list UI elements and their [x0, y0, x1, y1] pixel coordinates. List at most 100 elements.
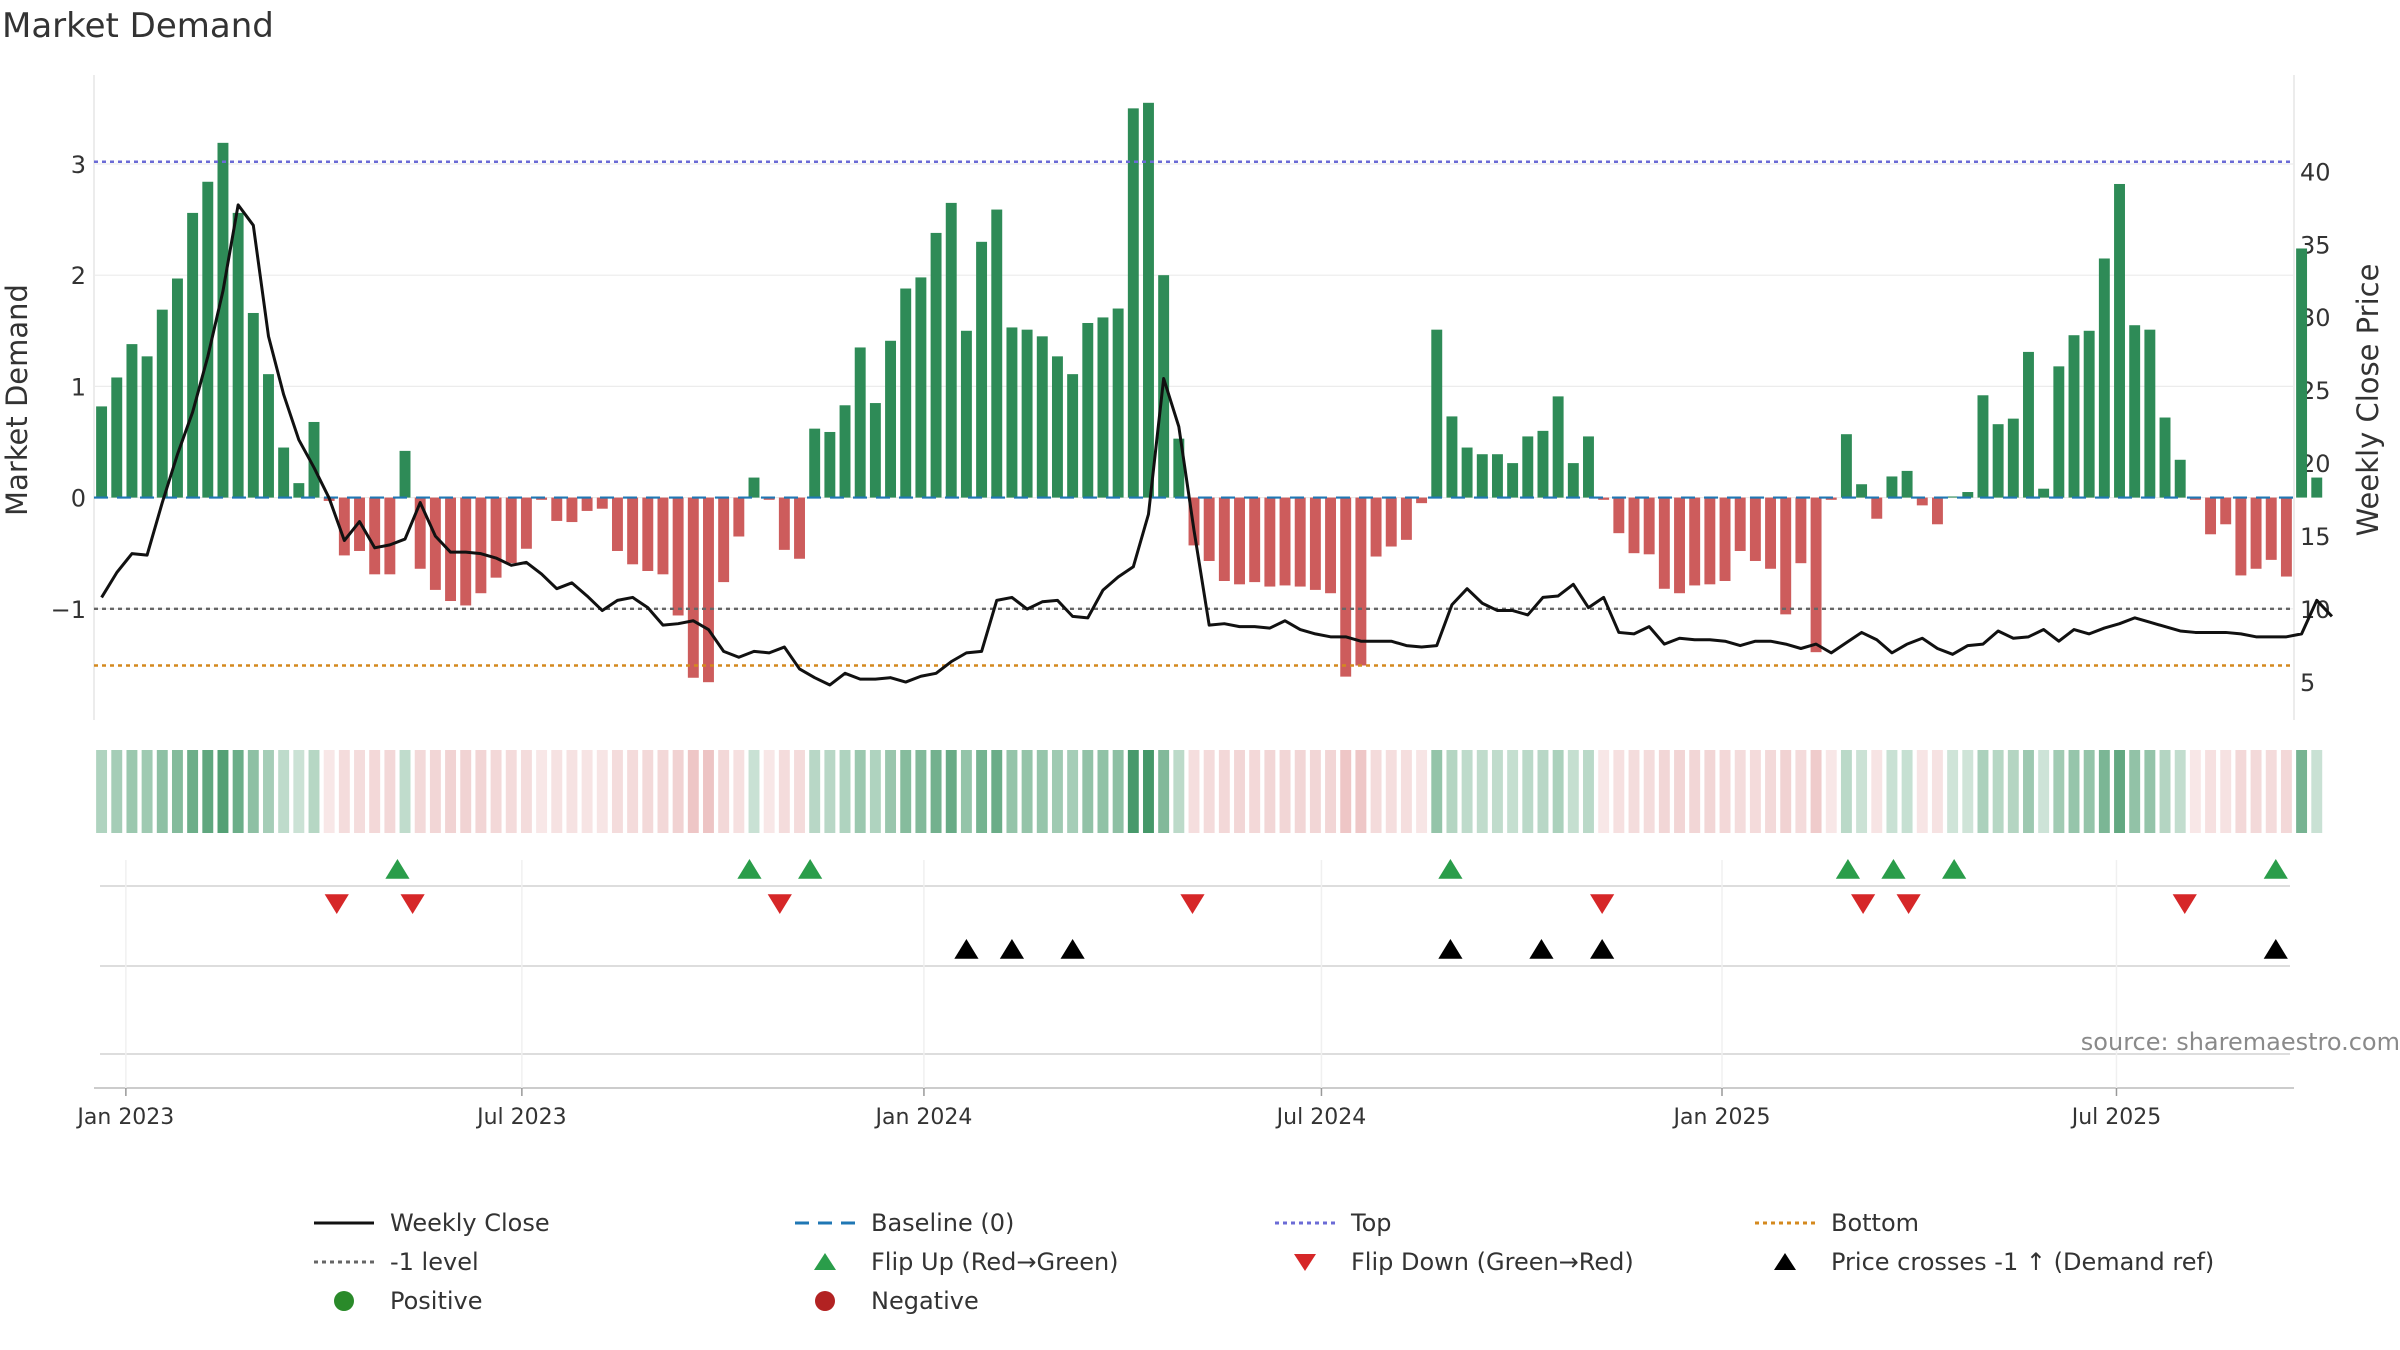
flip-down-marker [1896, 894, 1921, 914]
negative-bar [1325, 497, 1337, 594]
flip-down-marker [1590, 894, 1615, 914]
negative-bar [1825, 497, 1837, 500]
positive-bar [1522, 436, 1534, 498]
positive-bar [1476, 454, 1488, 498]
heat-strip-cell [2174, 750, 2186, 833]
heat-strip-cell [930, 750, 942, 833]
positive-bar [976, 241, 988, 498]
heat-strip-cell [520, 750, 532, 833]
negative-bar [429, 497, 441, 590]
positive-bar [1112, 308, 1124, 498]
heat-strip-cell [217, 750, 229, 833]
heat-strip-cell [1006, 750, 1018, 833]
positive-bar [2174, 459, 2186, 498]
heat-strip-cell [2038, 750, 2050, 833]
negative-bar [1795, 497, 1807, 564]
heat-strip-cell [384, 750, 396, 833]
heat-strip-cell [1825, 750, 1837, 833]
heat-strip-cell [2220, 750, 2232, 833]
heat-strip-cell [2159, 750, 2171, 833]
negative-bar [505, 497, 517, 564]
heat-strip-cell [1431, 750, 1443, 833]
positive-bar [2129, 325, 2141, 498]
flip-down-marker [767, 894, 792, 914]
positive-bar [1507, 463, 1519, 498]
negative-bar [657, 497, 669, 575]
positive-bar [111, 377, 123, 498]
positive-bar [2159, 417, 2171, 498]
flip-up-marker [1438, 859, 1463, 879]
heat-strip-cell [475, 750, 487, 833]
positive-bar [1840, 434, 1852, 498]
negative-bar [1385, 497, 1397, 547]
positive-bar [1552, 396, 1564, 498]
heat-strip-cell [338, 750, 350, 833]
heat-strip-cell [2280, 750, 2292, 833]
positive-bar [2144, 329, 2156, 498]
positive-bar [263, 374, 274, 498]
heat-strip-cell [627, 750, 639, 833]
heat-strip-cell [1036, 750, 1048, 833]
flip-up-marker [737, 859, 762, 879]
positive-bar [960, 330, 972, 498]
heat-strip-cell [824, 750, 836, 833]
heat-strip-cell [141, 750, 153, 833]
heat-strip-cell [794, 750, 805, 833]
positive-bar [945, 202, 957, 498]
heat-strip-cell [1765, 750, 1777, 833]
heat-strip-cell [126, 750, 138, 833]
heat-strip-cell [2114, 750, 2125, 833]
heat-strip-cell [1082, 750, 1094, 833]
heat-strip-cell [1188, 750, 1200, 833]
heat-strip-cell [263, 750, 274, 833]
negative-bar [1734, 497, 1746, 551]
heat-strip-cell [171, 750, 183, 833]
chart-title: Market Demand [2, 6, 274, 46]
heat-strip-cell [1264, 750, 1276, 833]
positive-bar [399, 450, 411, 498]
negative-bar [1689, 497, 1701, 586]
heat-strip-cell [1901, 750, 1913, 833]
flip-up-marker [1835, 859, 1861, 879]
heat-strip-cell [1871, 750, 1883, 833]
heat-strip-cell [657, 750, 669, 833]
negative-bar [1916, 497, 1928, 506]
negative-bar [1416, 497, 1428, 504]
positive-bar [308, 421, 320, 498]
x-tick-label: Jan 2024 [873, 1105, 972, 1130]
heat-strip-cell [1886, 750, 1898, 833]
negative-bar [2265, 497, 2277, 560]
source-label: source: sharemaestro.com [2081, 1028, 2400, 1056]
heat-strip-cell [2235, 750, 2247, 833]
negative-bar [778, 497, 790, 550]
flip-up-marker [2263, 859, 2288, 879]
positive-bar [1446, 416, 1458, 498]
negative-bar [1613, 497, 1625, 534]
heat-strip-cell [1552, 750, 1564, 833]
flip-down-marker [1851, 894, 1876, 914]
negative-bar [1340, 497, 1352, 677]
positive-bar [1143, 102, 1154, 498]
y2-tick-label: 15 [2300, 523, 2331, 551]
heat-strip-cell [1840, 750, 1852, 833]
positive-bar [1901, 470, 1913, 498]
positive-bar [217, 142, 229, 498]
heat-strip-cell [247, 750, 259, 833]
price-cross-marker [954, 939, 979, 959]
heat-strip-cell [1583, 750, 1594, 833]
negative-bar [1355, 497, 1367, 666]
positive-bar [1491, 454, 1503, 498]
heat-strip-cell [1567, 750, 1579, 833]
x-tick-label: Jul 2023 [475, 1105, 567, 1130]
heat-strip-cell [1143, 750, 1154, 833]
positive-bar [1977, 395, 1989, 498]
positive-bar [293, 483, 305, 498]
positive-bar [2068, 335, 2080, 498]
heat-strip-cell [1537, 750, 1549, 833]
heat-strip-cell [839, 750, 851, 833]
heat-strip-cell [399, 750, 411, 833]
positive-bar [885, 340, 897, 498]
negative-bar [1871, 497, 1883, 519]
positive-bar [915, 277, 927, 498]
negative-bar [2205, 497, 2217, 535]
